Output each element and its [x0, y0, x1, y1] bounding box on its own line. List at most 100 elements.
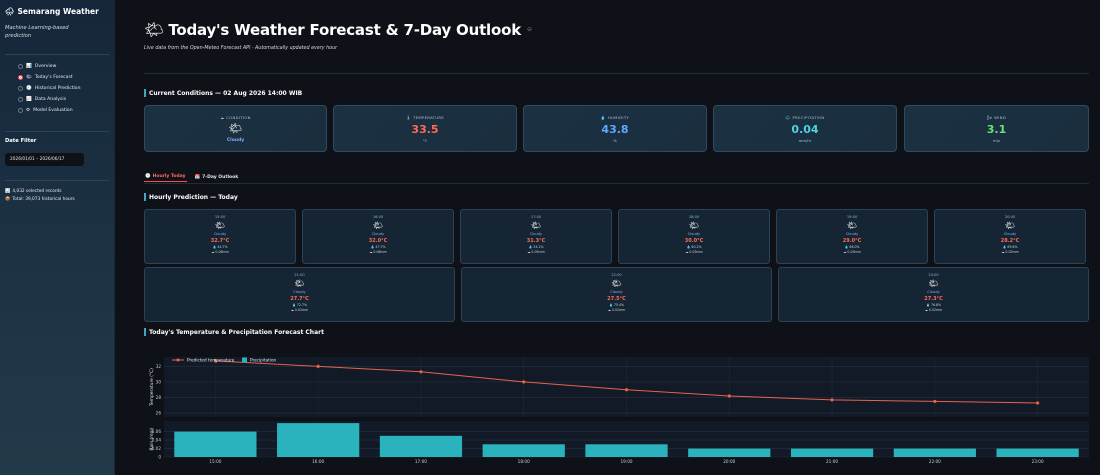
wind-label: 🌬 WIND	[987, 115, 1006, 120]
wind-value: 3.1	[986, 123, 1007, 136]
x-tick-label: 20:00	[723, 459, 735, 464]
precipitation-tick-label: 0	[158, 455, 161, 460]
hourly-time: 21:00	[294, 273, 305, 277]
link-icon[interactable]: ⊖	[526, 26, 533, 33]
precipitation-tick-label: 0.04	[152, 438, 162, 443]
hourly-condition: Cloudy	[293, 290, 306, 294]
hourly-temperature: 27.5°C	[607, 296, 626, 302]
sun-cloud-icon: 🌤	[846, 221, 858, 230]
hourly-card: 19:00 🌤 Cloudy 29.0°C 💧 66.0% ☁ 0.03mm	[776, 209, 928, 264]
temperature-point	[316, 364, 320, 368]
sidebar-divider	[5, 53, 109, 55]
temperature-tick-label: 26	[156, 411, 162, 416]
hourly-temperature: 31.3°C	[526, 238, 546, 244]
nav-item-historical-prediction[interactable]: 🕘 Historical Prediction	[5, 83, 109, 94]
hourly-humidity: 💧 69.6%	[1002, 245, 1018, 249]
nav-item-overview[interactable]: 📊 Overview	[5, 61, 109, 72]
temperature-point	[624, 388, 629, 392]
x-tick-label: 15:00	[209, 459, 221, 464]
hourly-rain: ☁ 0.08mm	[369, 250, 387, 254]
legend-label-precipitation: Precipitation	[250, 358, 277, 363]
x-tick-label: 23:00	[1032, 459, 1044, 464]
hourly-rain: ☁ 0.02mm	[607, 308, 626, 312]
forecast-chart: 26 28 30 32 0 0.02 0.04 0.06 15:00 16:00 17:00 18:0…	[149, 357, 1089, 464]
radio-icon[interactable]	[18, 63, 23, 69]
sidebar-divider	[5, 130, 109, 132]
x-tick-label: 16:00	[312, 459, 324, 464]
hourly-humidity: 💧 44.7%	[212, 245, 228, 249]
nav-item-label: Data Analysis	[34, 96, 67, 102]
calendar-icon: 📅	[194, 174, 201, 180]
nav-item-data-analysis[interactable]: 📈 Data Analysis	[5, 94, 109, 105]
condition-card: ☁ CONDITION 🌤 Cloudy	[144, 105, 327, 152]
sun-cloud-icon: 🌤	[611, 279, 622, 288]
tab-7-day-outlook[interactable]: 📅 7-Day Outlook	[194, 172, 240, 182]
current-conditions-title: Current Conditions — 02 Aug 2026 14:00 W…	[144, 89, 302, 97]
sun-cloud-icon: 🌤	[214, 221, 226, 230]
sidebar: 🌧 Semarang Weather Machine Learning-base…	[0, 0, 115, 475]
hourly-temperature: 29.0°C	[842, 238, 862, 244]
box-icon: 📦	[5, 196, 11, 202]
temperature-point	[1036, 401, 1040, 405]
forecast-tabs: 🕒 Hourly Today 📅 7-Day Outlook	[144, 172, 239, 182]
humidity-unit: %	[613, 138, 617, 143]
precipitation-card: 🌧 PRECIPITATION 0.04 mm/hr	[713, 105, 897, 152]
temperature-tick-label: 32	[156, 364, 162, 369]
sun-cloud-icon: 🌤	[372, 221, 384, 230]
hourly-card: 15:00 🌤 Cloudy 32.7°C 💧 44.7% ☁ 0.06mm	[144, 209, 296, 264]
page-title: Today's Weather Forecast & 7-Day Outlook	[168, 20, 521, 39]
date-filter-title: Date Filter	[5, 137, 37, 144]
hourly-time: 16:00	[372, 215, 384, 219]
temperature-axis-label: Temperature (°C)	[149, 368, 155, 407]
radio-selected-icon[interactable]	[18, 74, 23, 80]
hourly-time: 15:00	[214, 215, 226, 219]
precipitation-bar	[688, 448, 771, 457]
radio-icon[interactable]	[18, 107, 23, 113]
nav-item-todays-forecast[interactable]: 🌤 Today's Forecast	[5, 72, 109, 83]
legend-label-temperature: Predicted temperature	[187, 358, 235, 363]
sun-cloud-icon: 🌤	[294, 279, 305, 288]
precipitation-label: 🌧 PRECIPITATION	[785, 115, 825, 120]
hourly-humidity: 💧 60.2%	[686, 245, 702, 249]
page-subtitle: Live data from the Open-Meteo Forecast A…	[144, 46, 338, 51]
hourly-rain: ☁ 0.02mm	[1001, 250, 1019, 254]
hourly-card: 20:00 🌤 Cloudy 28.2°C 💧 69.6% ☁ 0.02mm	[934, 209, 1086, 264]
tab-label: 7-Day Outlook	[202, 174, 239, 180]
precipitation-unit: mm/hr	[798, 138, 812, 143]
hourly-condition: Cloudy	[529, 232, 543, 236]
hourly-rain: ☁ 0.03mm	[685, 250, 703, 254]
temperature-point	[727, 394, 731, 398]
hourly-rain: ☁ 0.02mm	[290, 308, 309, 312]
humidity-label: 💧 HUMIDITY	[600, 115, 630, 120]
radio-icon[interactable]	[18, 85, 23, 91]
hourly-condition: Cloudy	[610, 290, 623, 294]
date-range-input[interactable]: 2026/01/01 – 2026/06/17	[5, 152, 84, 166]
wind-icon: 🌬	[987, 115, 993, 120]
chart-icon: 📊	[26, 63, 32, 69]
precipitation-value: 0.04	[791, 123, 819, 136]
hourly-card: 21:00 🌤 Cloudy 27.7°C 💧 72.7% ☁ 0.02mm	[144, 267, 455, 322]
radio-icon[interactable]	[18, 96, 23, 102]
selected-records-text: 4,032 selected records	[12, 188, 62, 194]
x-tick-label: 22:00	[929, 459, 941, 464]
hourly-temperature: 32.0°C	[368, 238, 388, 244]
sun-cloud-icon: 🌤	[530, 221, 542, 230]
hourly-prediction-title: Hourly Prediction — Today	[144, 193, 238, 201]
hourly-card: 18:00 🌤 Cloudy 30.0°C 💧 60.2% ☁ 0.03mm	[618, 209, 770, 264]
chart-section-title: Today's Temperature & Precipitation Fore…	[144, 328, 324, 336]
sidebar-divider	[5, 179, 109, 181]
hourly-rain: ☁ 0.06mm	[211, 250, 229, 254]
tab-hourly-today[interactable]: 🕒 Hourly Today	[144, 172, 187, 182]
sun-cloud-icon: 🌤	[1004, 221, 1016, 230]
tabs-divider	[144, 183, 1089, 184]
nav-item-model-evaluation[interactable]: ⚙ Model Evaluation	[5, 105, 109, 116]
hourly-temperature: 32.7°C	[210, 238, 230, 244]
sun-cloud-icon: 🌤	[144, 20, 165, 39]
sidebar-nav: 📊 Overview 🌤 Today's Forecast 🕘 Historic…	[5, 61, 109, 116]
temperature-unit: °C	[422, 138, 428, 143]
tab-label: Hourly Today	[152, 174, 186, 179]
hourly-time: 17:00	[530, 215, 542, 219]
divider	[144, 73, 1089, 74]
hourly-card: 23:00 🌤 Cloudy 27.3°C 💧 76.8% ☁ 0.02mm	[778, 267, 1089, 322]
